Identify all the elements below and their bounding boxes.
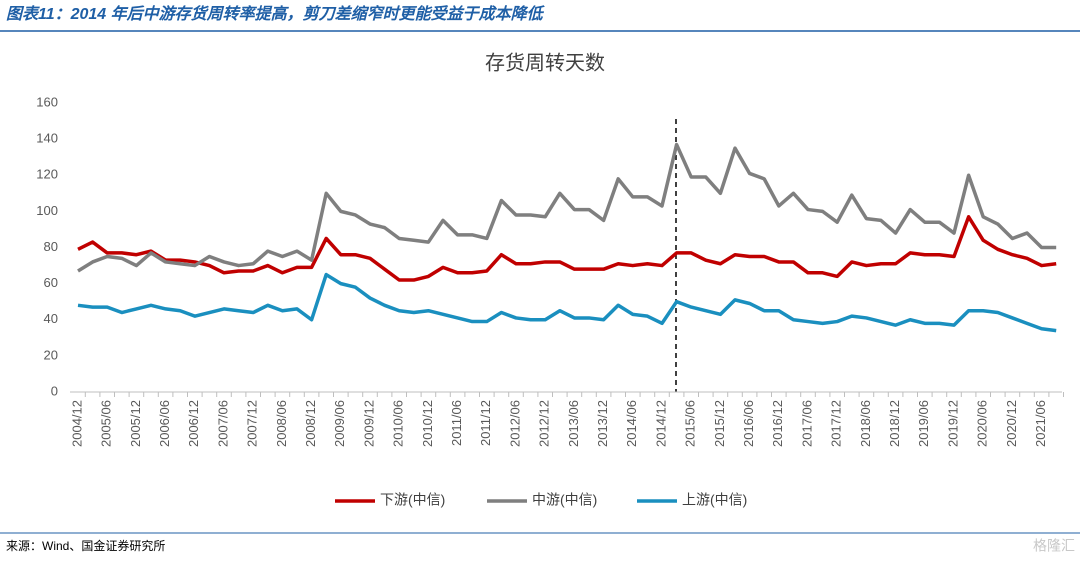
x-tick-label: 2004/12 (69, 400, 84, 447)
y-tick-label: 20 (44, 347, 58, 362)
x-tick-label: 2010/06 (391, 400, 406, 447)
x-tick-label: 2014/06 (624, 400, 639, 447)
x-tick-label: 2006/06 (157, 400, 172, 447)
x-tick-label: 2012/12 (537, 400, 552, 447)
y-tick-label: 100 (36, 203, 58, 218)
x-tick-label: 2014/12 (653, 400, 668, 447)
y-tick-label: 40 (44, 311, 58, 326)
x-tick-label: 2012/06 (507, 400, 522, 447)
x-tick-label: 2020/06 (975, 400, 990, 447)
legend-label: 上游(中信) (682, 492, 747, 508)
y-tick-label: 160 (36, 94, 58, 109)
x-tick-label: 2017/06 (799, 400, 814, 447)
x-tick-label: 2007/06 (215, 400, 230, 447)
x-tick-label: 2019/06 (916, 400, 931, 447)
source: 来源：Wind、国金证券研究所 (6, 538, 165, 553)
x-tick-label: 2005/06 (99, 400, 114, 447)
x-tick-label: 2008/12 (303, 400, 318, 447)
y-tick-label: 140 (36, 131, 58, 146)
y-tick-label: 80 (44, 239, 58, 254)
x-tick-label: 2017/12 (829, 400, 844, 447)
series-line (77, 272, 1057, 333)
x-tick-label: 2015/06 (683, 400, 698, 447)
x-tick-label: 2015/12 (712, 400, 727, 447)
x-tick-label: 2009/12 (361, 400, 376, 447)
legend-label: 下游(中信) (380, 492, 445, 508)
chart-title: 存货周转天数 (485, 51, 605, 74)
x-tick-label: 2010/12 (420, 400, 435, 447)
x-tick-label: 2011/12 (478, 400, 493, 446)
x-tick-label: 2020/12 (1004, 400, 1019, 447)
x-tick-label: 2018/06 (858, 400, 873, 447)
x-tick-label: 2009/06 (332, 400, 347, 447)
x-tick-label: 2021/06 (1033, 400, 1048, 447)
watermark: 格隆汇 (1033, 538, 1075, 554)
y-tick-label: 60 (44, 275, 58, 290)
series-line (77, 215, 1057, 282)
x-tick-label: 2016/12 (770, 400, 785, 447)
page-title: 图表11：2014 年后中游存货周转率提高，剪刀差缩窄时更能受益于成本降低 (6, 4, 546, 23)
x-tick-label: 2013/12 (595, 400, 610, 447)
x-tick-label: 2013/06 (566, 400, 581, 447)
series-line (77, 142, 1057, 273)
y-tick-label: 120 (36, 167, 58, 182)
x-tick-label: 2005/12 (128, 400, 143, 447)
x-tick-label: 2016/06 (741, 400, 756, 447)
x-tick-label: 2011/06 (449, 400, 464, 446)
legend-label: 中游(中信) (532, 492, 597, 508)
x-tick-label: 2007/12 (245, 400, 260, 447)
x-tick-label: 2019/12 (945, 400, 960, 447)
x-tick-label: 2018/12 (887, 400, 902, 447)
x-tick-label: 2008/06 (274, 400, 289, 447)
x-tick-label: 2006/12 (186, 400, 201, 447)
y-tick-label: 0 (51, 383, 58, 398)
